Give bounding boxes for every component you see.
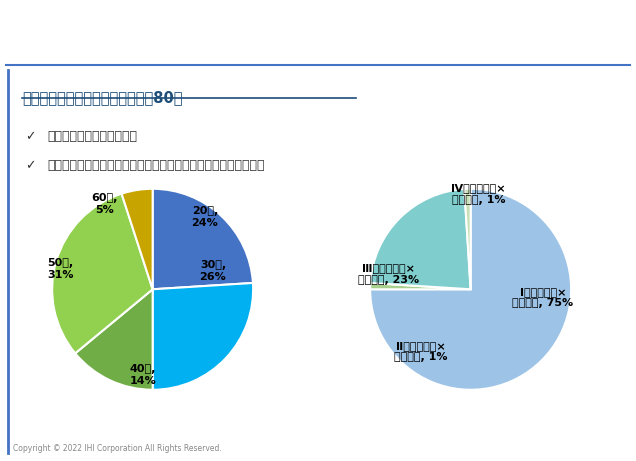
Wedge shape bbox=[464, 189, 471, 290]
Text: 40代,
14%: 40代, 14% bbox=[129, 364, 156, 385]
Text: ✓: ✓ bbox=[25, 159, 36, 172]
Wedge shape bbox=[370, 189, 571, 390]
Text: Ⅳ就業時間内×
他社雇用, 1%: Ⅳ就業時間内× 他社雇用, 1% bbox=[452, 183, 506, 205]
Text: Ⅲ就業時間外×
他社雇用, 23%: Ⅲ就業時間外× 他社雇用, 23% bbox=[357, 263, 418, 285]
Text: Ⅱ就業時間内×
業務委託, 1%: Ⅱ就業時間内× 業務委託, 1% bbox=[394, 341, 447, 362]
Text: Copyright © 2022 IHI Corporation All Rights Reserved.: Copyright © 2022 IHI Corporation All Rig… bbox=[13, 444, 221, 453]
Text: 50代,
31%: 50代, 31% bbox=[47, 258, 73, 280]
Wedge shape bbox=[370, 189, 471, 290]
Text: 年代に大きな偏りはない。: 年代に大きな偏りはない。 bbox=[48, 130, 138, 143]
Text: ✓: ✓ bbox=[25, 130, 36, 143]
Text: ■年代別: ■年代別 bbox=[24, 148, 56, 160]
Wedge shape bbox=[153, 189, 253, 290]
Text: 30代,
26%: 30代, 26% bbox=[200, 260, 226, 282]
Text: シート4　制度の適用状況について: シート4 制度の適用状況について bbox=[13, 21, 186, 40]
Wedge shape bbox=[52, 194, 153, 353]
Text: 20代,
24%: 20代, 24% bbox=[191, 206, 218, 228]
Text: 60代,
5%: 60代, 5% bbox=[91, 193, 118, 215]
Text: 就業時間外の雇用がほとんどで，業務請負・委託型が最も多い。: 就業時間外の雇用がほとんどで，業務請負・委託型が最も多い。 bbox=[48, 159, 265, 172]
Text: ■形態別: ■形態別 bbox=[330, 148, 363, 160]
Wedge shape bbox=[370, 283, 471, 290]
Wedge shape bbox=[75, 290, 153, 390]
Wedge shape bbox=[121, 189, 153, 290]
Text: 制度導入後の申請・許可件数は約80件: 制度導入後の申請・許可件数は約80件 bbox=[22, 90, 183, 105]
Text: Ⅰ就業時間外×
業務委託, 75%: Ⅰ就業時間外× 業務委託, 75% bbox=[513, 287, 574, 308]
Wedge shape bbox=[153, 283, 253, 390]
